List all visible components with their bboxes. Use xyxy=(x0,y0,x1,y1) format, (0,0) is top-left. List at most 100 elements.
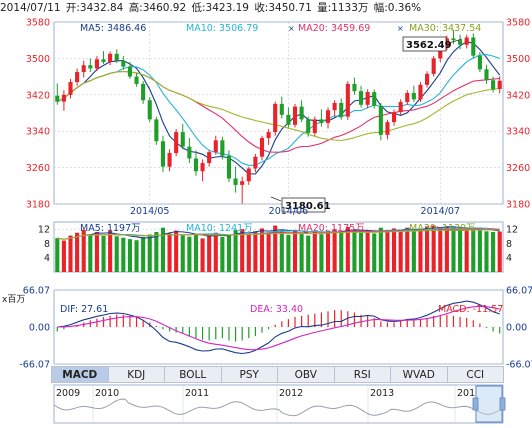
volume-bar xyxy=(279,230,284,272)
volume-line-ma30 xyxy=(57,229,500,240)
candle-body xyxy=(246,168,251,182)
candle-body xyxy=(491,80,496,90)
tab-wvad[interactable]: WVAD xyxy=(390,366,448,383)
candle-body xyxy=(253,156,258,169)
volume-bar xyxy=(378,227,383,272)
x-axis-month-tick: 2014/05 xyxy=(130,206,169,217)
timeline-handle-left[interactable] xyxy=(472,397,479,411)
volume-bar xyxy=(418,229,423,272)
volume-bar xyxy=(154,232,159,272)
candle-body xyxy=(121,60,126,67)
volume-bar xyxy=(319,234,324,272)
candle-body xyxy=(444,38,449,48)
price-axis-right-tick: 3340 xyxy=(506,127,530,138)
volume-axis-right-tick: 12 xyxy=(506,225,518,236)
price-candles xyxy=(55,29,502,204)
price-axis-right-tick: 3420 xyxy=(506,90,530,101)
volume-bars xyxy=(55,225,502,272)
candle-body xyxy=(174,132,179,154)
volume-bar xyxy=(484,231,489,272)
tab-cci[interactable]: CCI xyxy=(446,366,504,383)
timeline-year-label: 201 xyxy=(457,388,475,399)
volume-bar xyxy=(451,228,456,272)
tab-kdj[interactable]: KDJ xyxy=(107,366,165,383)
macd-grid xyxy=(54,289,503,365)
candle-body xyxy=(226,155,232,179)
volume-bar xyxy=(55,238,60,272)
candle-body xyxy=(319,119,324,124)
volume-bar xyxy=(458,229,463,272)
macd-axis-tick: 0.00 xyxy=(29,323,50,334)
volume-bar xyxy=(266,232,271,272)
high-annotation: 3562.49 xyxy=(402,36,463,52)
volume-bar xyxy=(405,227,410,272)
tab-boll[interactable]: BOLL xyxy=(164,366,222,383)
volume-bar xyxy=(114,236,119,272)
timeline-handle-right[interactable] xyxy=(499,397,506,411)
price-axis-right-tick: 3180 xyxy=(506,200,530,211)
volume-bar xyxy=(81,229,86,272)
tab-rsi[interactable]: RSI xyxy=(333,366,391,383)
quote-volume: 量:1133万 xyxy=(317,2,369,14)
volume-bar xyxy=(312,232,317,272)
legend-vol-ma5: MA5: 1197万 xyxy=(80,223,141,234)
quote-header: 2014/07/11 开:3432.84 高:3460.92 低:3423.19… xyxy=(0,0,532,14)
price-axis-left-tick: 3580 xyxy=(26,18,50,29)
x-axis-month-tick: 2014/07 xyxy=(421,206,460,217)
quote-high: 高:3460.92 xyxy=(128,2,187,14)
volume-bar xyxy=(385,231,390,272)
candle-body xyxy=(339,102,344,117)
candle-body xyxy=(75,72,80,83)
price-axis-right-tick: 3580 xyxy=(506,18,530,29)
volume-bar xyxy=(471,229,476,272)
candle-body xyxy=(471,37,476,56)
legend-macd-value: MACD: -11.57 xyxy=(438,304,503,315)
low-annotation-label: 3180.61 xyxy=(285,201,331,212)
macd-axis-tick: 66.07 xyxy=(23,286,50,297)
price-panel xyxy=(53,21,504,205)
legend-price-ma10: MA10: 3506.79 xyxy=(186,23,258,34)
legend-macd-dea: DEA: 33.40 xyxy=(250,304,303,315)
candle-body xyxy=(193,158,199,172)
price-line-ma5 xyxy=(57,41,501,175)
candle-body xyxy=(154,119,159,142)
tab-obv[interactable]: OBV xyxy=(277,366,335,383)
timeline-navigator[interactable] xyxy=(53,384,504,424)
candle-body xyxy=(233,178,238,185)
volume-bar xyxy=(332,229,337,272)
candle-body xyxy=(279,103,284,115)
price-axis-left-tick: 3340 xyxy=(26,127,50,138)
volume-bar xyxy=(411,230,416,272)
tab-psy[interactable]: PSY xyxy=(220,366,278,383)
volume-bar xyxy=(325,230,331,272)
volume-bar xyxy=(358,232,364,272)
volume-bar xyxy=(160,227,165,272)
volume-bar xyxy=(339,232,344,272)
candle-body xyxy=(352,83,357,92)
timeline-year-label: 2009 xyxy=(56,388,80,399)
candle-body xyxy=(141,83,146,101)
macd-unit-label: x百万 xyxy=(2,294,25,305)
timeline-selection-window[interactable] xyxy=(475,385,503,423)
indicator-tabs: MACD KDJ BOLL PSY OBV RSI WVAD CCI xyxy=(51,366,504,383)
volume-bar xyxy=(425,226,430,272)
macd-line-dif xyxy=(57,300,500,355)
candle-body xyxy=(286,114,291,125)
candle-body xyxy=(392,112,397,123)
candle-body xyxy=(497,80,502,89)
candle-body xyxy=(61,94,66,102)
legend-vol-ma30: MA30: 1139万 xyxy=(409,223,476,234)
legend-price-ma30: MA30: 3437.54 xyxy=(409,23,481,34)
tab-macd[interactable]: MACD xyxy=(51,366,109,383)
macd-axis-tick: -66.07 xyxy=(19,360,50,371)
candle-body xyxy=(312,119,317,134)
volume-bar xyxy=(61,240,66,272)
candle-body xyxy=(213,140,218,153)
volume-bar xyxy=(240,229,245,272)
volume-bar xyxy=(121,237,126,272)
volume-bar xyxy=(220,237,225,272)
candle-body xyxy=(431,58,436,74)
candle-body xyxy=(101,59,106,63)
candle-body xyxy=(207,152,212,164)
legend-price-ma20-marker-icon: × xyxy=(288,24,295,33)
